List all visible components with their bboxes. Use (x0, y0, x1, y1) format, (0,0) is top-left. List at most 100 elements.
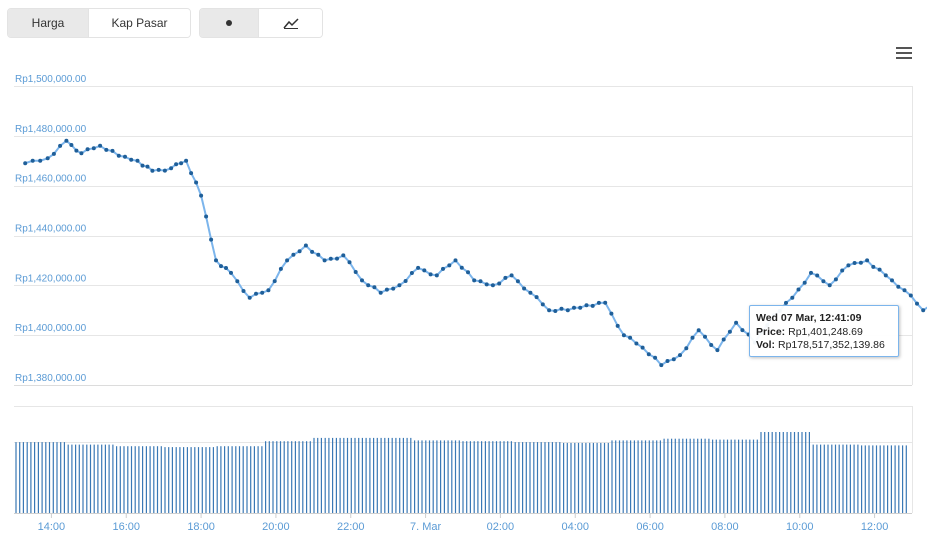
price-point (98, 143, 103, 148)
price-point (858, 260, 863, 265)
price-point (665, 359, 670, 363)
price-point (219, 264, 223, 269)
price-point (890, 278, 894, 283)
x-tick-label: 08:00 (711, 521, 739, 533)
price-point (815, 273, 820, 278)
x-tick-label: 06:00 (636, 521, 664, 533)
price-point (653, 355, 658, 360)
price-point (534, 295, 539, 300)
y-axis-ticks: Rp1,500,000.00 Rp1,480,000.00 Rp1,460,000.… (15, 74, 87, 384)
tooltip-price-value: Rp1,401,248.69 (788, 325, 863, 338)
price-point (821, 279, 826, 284)
price-point (540, 302, 545, 307)
price-point (229, 270, 233, 275)
price-point (38, 158, 43, 163)
hamburger-menu-icon[interactable] (896, 47, 912, 61)
price-point (169, 166, 174, 171)
price-point (391, 286, 396, 291)
price-point (883, 273, 888, 278)
price-point (51, 151, 56, 156)
price-point (784, 300, 788, 305)
line-chart-icon (282, 18, 299, 29)
price-point (459, 265, 464, 270)
market-cap-button[interactable]: Kap Pasar (88, 9, 190, 37)
price-point (297, 249, 302, 254)
price-point (646, 352, 651, 357)
price-point (621, 333, 626, 338)
price-button[interactable]: Harga (8, 9, 88, 37)
price-point (150, 168, 155, 173)
price-point (727, 329, 732, 334)
price-point (572, 305, 576, 310)
x-tick-label: 10:00 (786, 521, 814, 533)
price-point (110, 148, 115, 153)
price-point (634, 341, 639, 346)
price-point (23, 161, 28, 166)
price-point (224, 266, 228, 270)
price-point (547, 308, 552, 313)
price-point (235, 279, 240, 284)
price-point (565, 308, 570, 313)
price-point (45, 156, 50, 161)
price-point (690, 335, 695, 340)
price-point (671, 357, 676, 362)
x-tick-label: 14:00 (38, 521, 66, 533)
price-point (703, 334, 707, 339)
price-point (189, 171, 194, 176)
line-type-button[interactable] (258, 9, 322, 37)
price-point (409, 271, 414, 275)
price-point (135, 158, 140, 163)
price-point (328, 256, 333, 261)
price-point (378, 290, 383, 295)
tooltip-price-label: Price: (756, 325, 786, 338)
price-point (684, 346, 689, 351)
x-tick-label: 16:00 (112, 521, 140, 533)
price-point (453, 258, 458, 263)
price-point (734, 320, 739, 325)
price-point (490, 283, 495, 288)
price-point (254, 291, 258, 296)
price-point (434, 273, 439, 278)
price-point (247, 295, 252, 300)
price-point (104, 147, 109, 152)
price-point (241, 289, 246, 293)
price-point (145, 164, 150, 169)
price-point (740, 328, 745, 333)
price-point (303, 243, 308, 248)
price-line (24, 139, 927, 367)
price-point (69, 143, 74, 147)
price-point (478, 279, 483, 284)
y-tick-label: Rp1,480,000.00 (15, 124, 87, 135)
price-point (584, 303, 589, 308)
price-point (466, 270, 470, 275)
price-point (553, 309, 558, 313)
price-point (497, 281, 502, 286)
price-point (802, 280, 807, 285)
price-point (472, 278, 477, 283)
price-point (316, 252, 321, 257)
scatter-type-button[interactable] (200, 9, 258, 37)
y-tick-label: Rp1,500,000.00 (15, 74, 87, 85)
price-point (515, 279, 520, 284)
price-point (199, 193, 204, 198)
price-point (278, 266, 283, 271)
price-point (915, 301, 919, 306)
price-point (384, 287, 389, 292)
price-point (116, 153, 121, 158)
price-point (322, 258, 327, 263)
price-point (310, 249, 315, 254)
price-point (291, 252, 296, 257)
price-point (659, 363, 664, 368)
tooltip: Wed 07 Mar, 12:41:09 Price: Rp1,401,248.… (749, 305, 899, 357)
price-point (503, 275, 508, 280)
price-point (353, 270, 358, 274)
price-point (908, 293, 913, 298)
price-point (609, 311, 614, 316)
price-point (715, 348, 720, 353)
price-point (709, 343, 714, 347)
price-point (852, 261, 857, 265)
price-point (840, 268, 845, 273)
price-point (640, 345, 645, 350)
price-point (865, 258, 870, 263)
